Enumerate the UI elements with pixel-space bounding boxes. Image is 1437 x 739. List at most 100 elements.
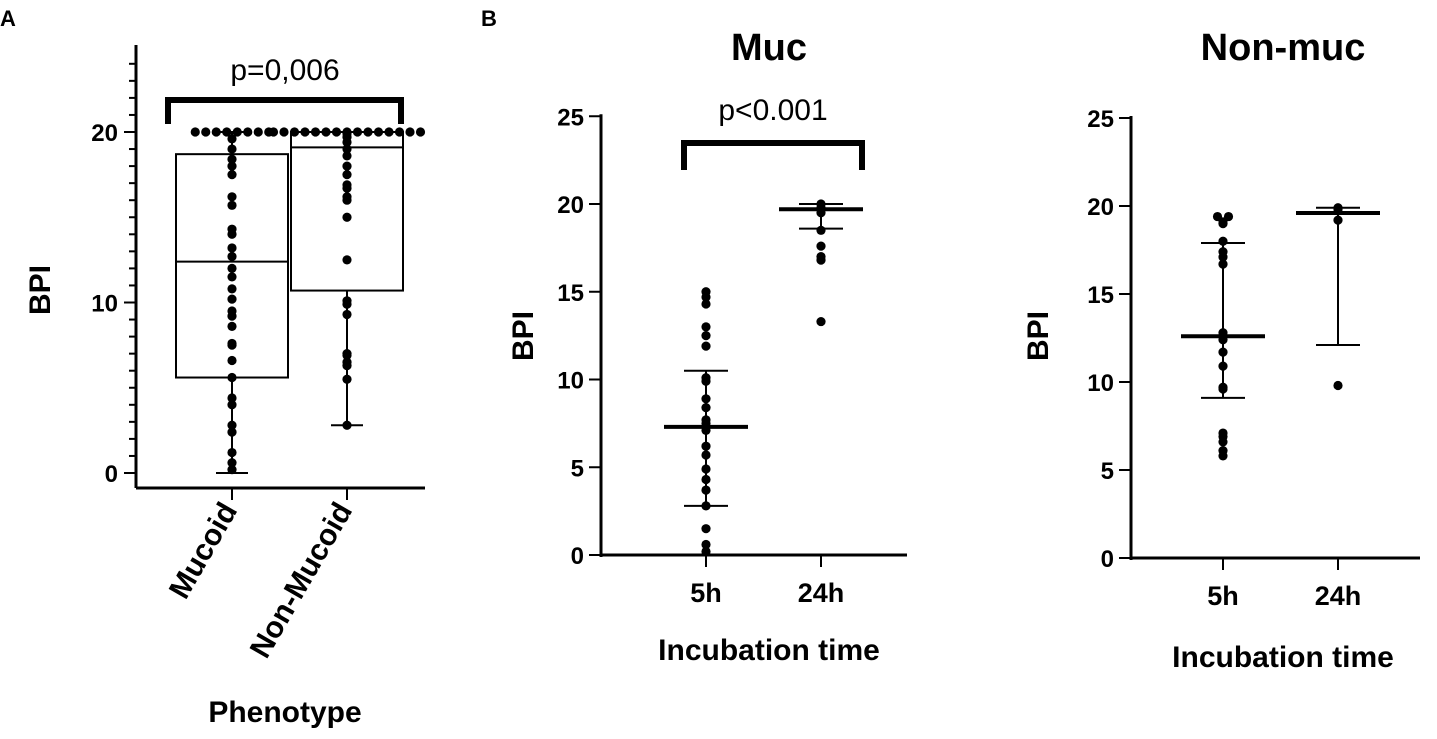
chart-nonmuc-ylabel: BPI	[1022, 311, 1055, 361]
data-point	[701, 322, 711, 332]
chart-b-muc: Muc p<0.001 BPI Incubation time 0 5 10 15 20…	[507, 27, 907, 667]
data-point	[310, 127, 321, 137]
data-point	[300, 127, 310, 137]
data-point	[352, 127, 363, 137]
data-point	[701, 539, 711, 550]
data-point	[227, 144, 237, 154]
chart-muc-ytick-label: 10	[557, 368, 584, 395]
data-point	[227, 340, 237, 350]
data-point	[227, 321, 237, 331]
chart-muc-ytick-label: 25	[557, 104, 584, 131]
data-point	[201, 127, 211, 137]
chart-a-ytick-label: 20	[91, 120, 118, 147]
data-point	[227, 251, 237, 262]
data-point	[227, 134, 237, 144]
data-point	[227, 154, 237, 164]
data-point	[227, 447, 237, 458]
data-point	[701, 341, 711, 351]
data-point	[342, 212, 352, 222]
data-point	[1218, 347, 1228, 357]
data-point	[701, 394, 711, 404]
data-point	[227, 229, 237, 239]
data-point	[363, 127, 373, 137]
data-point	[227, 284, 237, 294]
data-point	[415, 127, 426, 137]
data-point	[1218, 219, 1228, 229]
chart-muc-xtick-label: 24h	[798, 578, 845, 608]
data-point	[342, 350, 352, 360]
data-point	[222, 127, 232, 137]
data-point	[227, 243, 237, 253]
data-point	[342, 360, 352, 371]
chart-nonmuc-ytick-label: 10	[1087, 370, 1114, 397]
data-point	[342, 151, 352, 161]
data-point	[701, 418, 711, 428]
chart-a-xtick-label: Non-Mucoid	[244, 497, 359, 664]
data-point	[342, 161, 352, 171]
data-point	[701, 331, 711, 341]
data-point	[701, 501, 711, 511]
data-point	[816, 255, 826, 265]
data-point	[701, 376, 711, 386]
chart-muc-ytick-label: 15	[557, 280, 584, 307]
data-point	[1218, 236, 1228, 246]
data-point	[1333, 380, 1343, 391]
data-point	[1333, 215, 1343, 225]
data-point	[816, 316, 826, 327]
data-point	[342, 374, 352, 384]
data-point	[227, 420, 237, 430]
data-point	[816, 225, 826, 235]
data-point	[1218, 335, 1228, 345]
data-point	[227, 311, 237, 321]
chart-nonmuc-ytick-label: 20	[1087, 194, 1114, 221]
chart-a-axes: 0 10 20 Mucoid Non-Mucoid	[91, 45, 425, 664]
chart-nonmuc-ytick-label: 25	[1087, 106, 1114, 133]
data-point	[1218, 437, 1228, 447]
data-point	[701, 464, 711, 474]
data-point	[243, 127, 253, 137]
data-point	[1218, 361, 1228, 371]
data-point	[211, 127, 221, 137]
data-point	[816, 241, 826, 251]
chart-muc-ylabel: BPI	[507, 311, 540, 361]
data-point	[227, 458, 237, 468]
data-point	[279, 127, 289, 137]
chart-muc-axes: 0 5 10 15 20 25 5h 24h	[557, 104, 907, 608]
chart-muc-ytick-label: 5	[571, 455, 584, 482]
data-point	[227, 400, 237, 410]
chart-a-xlabel: Phenotype	[208, 696, 361, 729]
data-point	[227, 170, 237, 180]
data-point	[253, 127, 263, 137]
data-point	[1218, 252, 1228, 262]
data-point	[342, 183, 352, 193]
data-point	[405, 127, 415, 137]
data-point	[701, 485, 711, 495]
chart-a: p=0,006 BPI Phenotype 0 10 20 Mucoid Non-Muc…	[24, 45, 426, 729]
data-point	[342, 299, 352, 309]
data-point	[232, 127, 242, 137]
data-point	[227, 263, 237, 273]
data-point	[342, 137, 352, 147]
chart-a-ylabel: BPI	[24, 265, 57, 315]
data-point	[227, 427, 237, 437]
data-point	[701, 450, 711, 460]
chart-a-xtick-label: Mucoid	[163, 497, 244, 604]
chart-nonmuc-plot	[1181, 203, 1380, 461]
data-point	[373, 127, 384, 137]
data-point	[701, 441, 711, 451]
chart-nonmuc-ytick-label: 0	[1101, 546, 1114, 573]
chart-a-ytick-label: 10	[91, 291, 118, 318]
data-point	[190, 127, 200, 137]
chart-nonmuc-xtick-label: 5h	[1207, 581, 1239, 611]
chart-nonmuc-xtick-label: 24h	[1315, 581, 1362, 611]
data-point	[227, 464, 237, 475]
chart-nonmuc-title: Non-muc	[1201, 27, 1366, 69]
chart-nonmuc-axes: 0 5 10 15 20 25 5h 24h	[1087, 106, 1420, 611]
data-point	[1333, 204, 1343, 215]
data-point	[701, 402, 711, 413]
chart-muc-xtick-label: 5h	[690, 578, 722, 608]
data-point	[227, 355, 237, 366]
data-point	[1218, 451, 1228, 461]
data-point	[394, 127, 405, 137]
